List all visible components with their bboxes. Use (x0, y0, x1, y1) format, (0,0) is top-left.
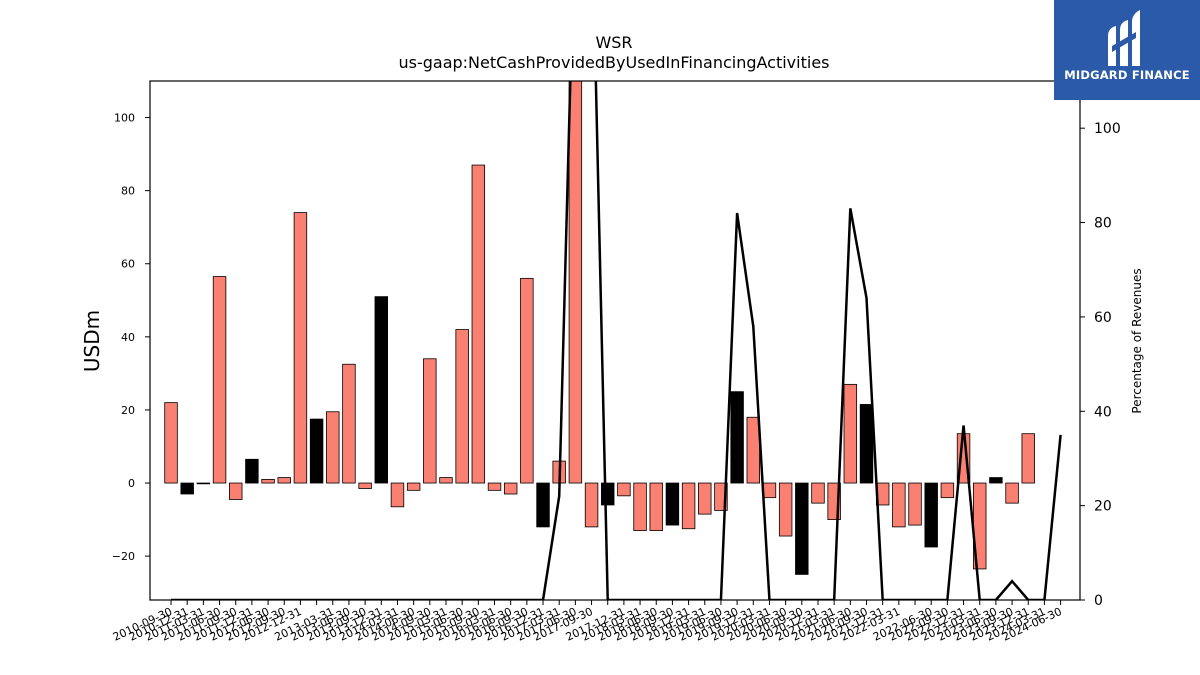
bar (374, 296, 389, 484)
bar (698, 482, 712, 515)
bar (681, 482, 696, 530)
y2-tick-label: 40 (1094, 404, 1112, 420)
y2-tick-label: 60 (1094, 310, 1112, 326)
bar (261, 478, 275, 484)
bar (293, 212, 308, 484)
bar (568, 81, 583, 484)
bar (487, 482, 502, 491)
bar (584, 482, 599, 528)
bar (859, 404, 874, 484)
bar (746, 416, 760, 484)
bar (196, 482, 211, 485)
bar (471, 164, 486, 484)
logo-text: MIDGARD FINANCE (1064, 68, 1190, 82)
bar (730, 391, 744, 484)
bar (1021, 433, 1035, 484)
bar (601, 482, 615, 506)
bar (439, 477, 453, 484)
brand-logo: MIDGARD FINANCE (1054, 0, 1200, 100)
bar (924, 482, 938, 548)
y2-tick-label: 20 (1094, 499, 1112, 515)
y-tick-label: 0 (128, 477, 135, 490)
bar (164, 402, 178, 484)
y-axis-label: USDm (80, 310, 104, 372)
bar (633, 482, 647, 531)
bar (406, 482, 421, 491)
bar (212, 276, 227, 484)
y2-tick-label: 100 (1094, 121, 1121, 137)
bar (390, 482, 405, 508)
bar (536, 482, 550, 528)
bar (326, 411, 340, 484)
bar (229, 482, 243, 500)
chart-title: WSR (595, 33, 632, 52)
bar (778, 482, 793, 537)
y-tick-label: 100 (114, 112, 135, 125)
y-tick-label: 40 (121, 331, 135, 344)
bar (811, 482, 825, 504)
bar (503, 482, 518, 495)
y2-axis-label: Percentage of Revenues (1130, 268, 1144, 413)
bar (423, 358, 437, 484)
bar (843, 383, 858, 484)
plot-frame (149, 80, 1081, 601)
bar (455, 329, 469, 484)
logo-icon (1108, 10, 1140, 66)
bar (520, 277, 534, 484)
chart-subtitle: us-gaap:NetCashProvidedByUsedInFinancing… (398, 53, 829, 72)
y-tick-label: 60 (121, 258, 135, 271)
bar (358, 482, 372, 489)
y2-tick-label: 80 (1094, 216, 1112, 232)
plot-area: −200204060801000204060801002010-09-30201… (111, 80, 1121, 644)
y2-tick-label: 0 (1094, 593, 1103, 609)
bar (762, 482, 777, 499)
bar (1005, 482, 1019, 504)
bar (908, 482, 922, 526)
bar (795, 482, 809, 575)
bar (617, 482, 631, 497)
bars (164, 81, 1035, 575)
y-tick-label: 80 (121, 185, 135, 198)
bar (180, 482, 194, 495)
y-tick-label: 20 (121, 404, 135, 417)
bar (245, 458, 259, 484)
bar (649, 482, 663, 531)
bar (892, 482, 906, 528)
bar (940, 482, 955, 499)
bar (277, 477, 291, 484)
bar (665, 482, 680, 526)
y-tick-label: −20 (112, 550, 135, 563)
bar (989, 477, 1003, 484)
bar (342, 363, 356, 484)
bar (309, 418, 324, 484)
